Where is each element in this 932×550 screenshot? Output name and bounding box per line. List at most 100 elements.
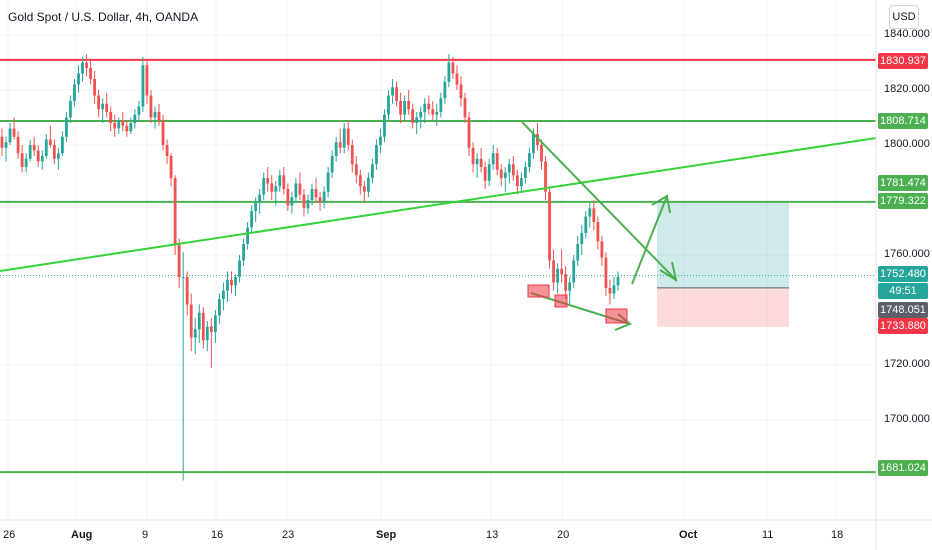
- drawings[interactable]: [0, 121, 877, 331]
- candle-body: [548, 191, 551, 261]
- candle: [431, 101, 435, 121]
- candle-body: [44, 139, 48, 156]
- candle: [28, 139, 32, 162]
- candle-body: [354, 164, 358, 176]
- candle-body: [165, 145, 169, 156]
- candle-body: [576, 244, 580, 261]
- candle-body: [491, 153, 495, 165]
- candle-body: [286, 189, 290, 206]
- candle-body: [4, 142, 8, 148]
- candle: [564, 266, 568, 299]
- candle: [205, 321, 209, 352]
- candle-body: [411, 109, 415, 123]
- y-tick-label: 1840.000: [884, 28, 930, 40]
- candle-body: [556, 268, 560, 283]
- candle-body: [161, 120, 165, 145]
- candle: [242, 238, 245, 266]
- candle: [443, 76, 447, 104]
- candle-body: [407, 101, 411, 110]
- loss-zone: [657, 287, 789, 327]
- candle-body: [65, 117, 68, 137]
- candle-body: [362, 186, 366, 192]
- candle-body: [532, 134, 535, 154]
- candle: [101, 98, 105, 123]
- candle-body: [358, 175, 362, 187]
- candle: [592, 200, 596, 231]
- candle: [137, 101, 141, 121]
- candle: [403, 95, 407, 121]
- candle: [580, 224, 584, 255]
- candle-body: [475, 158, 479, 165]
- candle: [125, 120, 129, 137]
- candle-body: [69, 101, 72, 118]
- candle: [383, 109, 386, 143]
- candle: [213, 310, 217, 343]
- candle-body: [552, 260, 555, 283]
- candle: [568, 277, 572, 305]
- candle: [391, 79, 394, 104]
- candle: [576, 235, 580, 266]
- candle-body: [564, 274, 568, 291]
- candle-body: [121, 120, 125, 126]
- candle: [326, 167, 330, 198]
- candle: [427, 95, 431, 115]
- candle-body: [431, 109, 435, 115]
- candle-body: [330, 156, 334, 173]
- candle: [366, 172, 370, 198]
- candle-body: [298, 183, 302, 195]
- price-tag: 1752.480: [878, 266, 928, 282]
- candle-body: [89, 68, 92, 79]
- candle-body: [278, 175, 282, 187]
- candle: [218, 293, 221, 324]
- candle: [596, 216, 600, 250]
- candle-body: [145, 65, 149, 96]
- candle-body: [213, 315, 217, 332]
- candle: [411, 103, 415, 129]
- candle-body: [254, 202, 258, 211]
- candle-body: [399, 101, 402, 115]
- candle: [4, 136, 8, 162]
- candle: [209, 318, 213, 368]
- candle: [36, 145, 40, 167]
- candle-body: [129, 123, 133, 132]
- candle: [286, 183, 290, 211]
- candle-body: [48, 139, 52, 145]
- candle: [177, 238, 181, 288]
- candle: [234, 274, 237, 297]
- candle: [258, 189, 262, 214]
- candle: [314, 178, 318, 203]
- candle: [56, 147, 60, 170]
- price-tag: 1830.937: [878, 53, 928, 69]
- candle: [387, 90, 390, 121]
- candle: [97, 90, 101, 118]
- price-tag: 1779.322: [878, 193, 928, 209]
- currency-button[interactable]: USD: [889, 5, 919, 29]
- candle-body: [318, 197, 322, 203]
- candle: [274, 180, 278, 206]
- candle-body: [560, 268, 564, 275]
- candle: [439, 92, 443, 118]
- candle-body: [40, 156, 44, 162]
- candle-body: [592, 208, 596, 222]
- x-tick-label: 23: [282, 529, 295, 541]
- candle-body: [52, 145, 56, 159]
- candle-body: [604, 257, 608, 288]
- candle-body: [81, 62, 84, 74]
- horizontal-levels[interactable]: [0, 58, 876, 474]
- candle: [350, 139, 354, 173]
- candle: [395, 81, 398, 107]
- candle: [371, 158, 374, 184]
- candle: [0, 128, 4, 156]
- candle: [222, 282, 225, 310]
- candle-body: [193, 329, 197, 338]
- candle: [20, 145, 24, 173]
- candle: [515, 169, 519, 195]
- position-tool[interactable]: [657, 201, 789, 327]
- candle: [379, 128, 382, 154]
- candle-body: [451, 62, 455, 74]
- candle-body: [507, 164, 511, 173]
- candle-body: [169, 156, 173, 178]
- candle: [250, 205, 254, 233]
- candle: [165, 139, 169, 165]
